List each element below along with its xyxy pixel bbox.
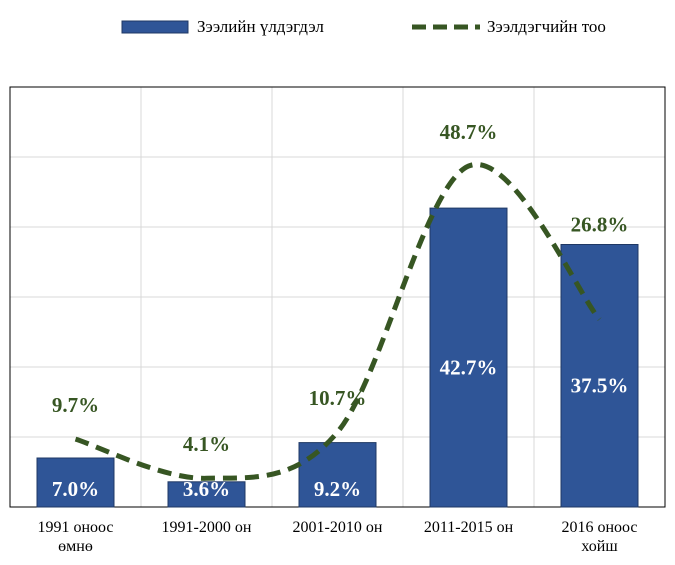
bar [36,457,115,508]
bar-value-label: 7.0% [52,477,99,501]
line-value-label: 4.1% [183,432,230,456]
x-tick-label: 2001-2010 он [292,519,383,536]
legend-label: Зээлийн үлдэгдэл [197,17,324,36]
line-value-label: 9.7% [52,393,99,417]
legend-swatch [121,20,189,34]
line-value-label: 26.8% [571,212,629,236]
x-tick-label: 2011-2015 он [423,519,514,536]
bar-value-label: 3.6% [183,477,230,501]
bar-value-label: 37.5% [571,374,629,398]
x-tick-label: 2016 оноос хойш [561,519,638,555]
line-value-label: 48.7% [440,120,498,144]
bar-value-label: 9.2% [314,477,361,501]
x-tick-label: 1991 оноос өмнө [37,519,114,555]
x-tick-label: 1991-2000 он [161,519,252,536]
bar-value-label: 42.7% [440,355,498,379]
bar [429,207,508,508]
legend-label: Зээлдэгчийн тоо [487,17,606,36]
bar [167,481,246,508]
bar [560,244,639,508]
line-value-label: 10.7% [309,386,367,410]
line [74,161,602,481]
